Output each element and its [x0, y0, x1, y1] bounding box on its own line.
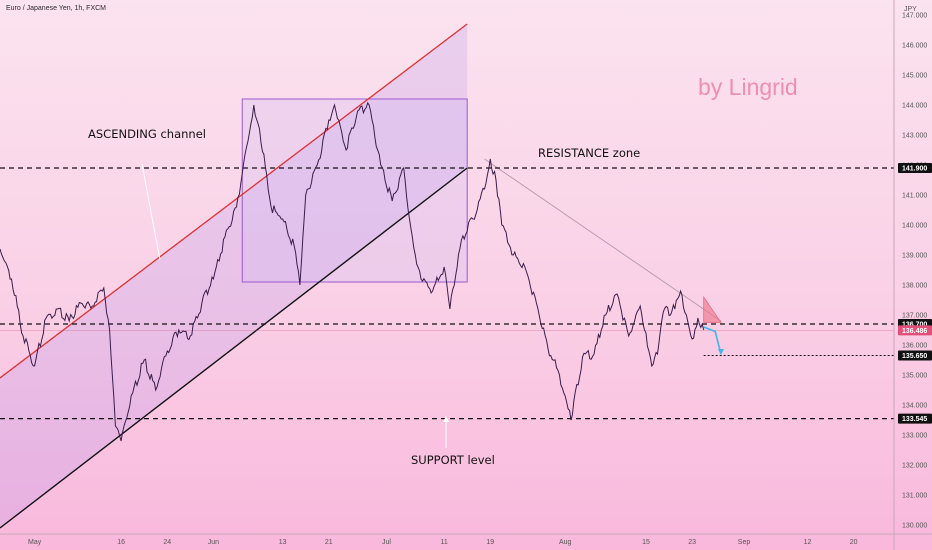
y-tick-label-11: 141.000 [902, 193, 927, 200]
channel-top-line [0, 23, 468, 379]
projection-path [703, 326, 722, 355]
pattern-triangle [703, 295, 722, 323]
x-tick-label-12: Sep [738, 539, 751, 546]
x-tick-label-6: Jul [382, 539, 391, 546]
y-tick-label-7: 137.000 [902, 313, 927, 320]
y-tick-label-17: 147.000 [902, 13, 927, 20]
price-badge-3 [898, 350, 932, 361]
y-tick-label-16: 146.000 [902, 43, 927, 50]
brand-watermark: by Lingrid [698, 74, 798, 100]
y-tick-label-14: 144.000 [902, 103, 927, 110]
price-series [0, 101, 705, 442]
x-tick-label-3: Jun [208, 539, 219, 546]
y-tick-label-9: 139.000 [902, 253, 927, 260]
y-tick-label-0: 130.000 [902, 523, 927, 530]
annotation-ascending-channel: ASCENDING channel [88, 127, 206, 141]
x-tick-label-1: 16 [117, 539, 125, 546]
ascending-pointer [141, 163, 161, 261]
consolidation-box [241, 98, 468, 283]
x-tick-label-9: Aug [559, 539, 572, 546]
projection-arrow-icon [717, 349, 724, 355]
x-tick-label-8: 19 [486, 539, 494, 546]
price-badge-label-0: 141.900 [902, 166, 927, 173]
y-tick-label-8: 138.000 [902, 283, 927, 290]
price-badge-label-2: 136.486 [902, 328, 927, 335]
y-tick-label-4: 134.000 [902, 403, 927, 410]
x-tick-label-0: May [28, 539, 42, 546]
x-tick-label-13: 12 [804, 539, 812, 546]
price-badge-label-1: 136.700 [902, 322, 927, 329]
chart-title: Euro / Japanese Yen, 1h, FXCM [6, 5, 107, 12]
y-tick-label-5: 135.000 [902, 373, 927, 380]
x-tick-label-11: 23 [688, 539, 696, 546]
y-tick-label-10: 140.000 [902, 223, 927, 230]
y-tick-label-6: 136.000 [902, 343, 927, 350]
price-badge-2 [898, 325, 932, 336]
y-axis-label: JPY [904, 6, 917, 13]
y-tick-label-3: 133.000 [902, 433, 927, 440]
price-badge-label-4: 133.545 [902, 416, 927, 423]
x-tick-label-14: 20 [850, 539, 858, 546]
price-badge-0 [898, 163, 932, 173]
price-badge-4 [898, 413, 932, 424]
x-tick-label-4: 13 [279, 539, 287, 546]
y-tick-label-13: 143.000 [902, 133, 927, 140]
y-tick-label-2: 132.000 [902, 463, 927, 470]
annotation-resistance-zone: RESISTANCE zone [538, 146, 641, 160]
x-tick-label-2: 24 [163, 539, 171, 546]
x-tick-label-7: 11 [440, 539, 447, 546]
price-badge-label-3: 135.650 [902, 353, 927, 360]
descending-trendline [484, 158, 722, 322]
y-tick-label-1: 131.000 [902, 493, 927, 500]
annotation-support-level: SUPPORT level [411, 453, 495, 467]
channel-bottom-line [0, 167, 468, 529]
support-arrow-icon [443, 416, 449, 422]
x-tick-label-5: 21 [325, 539, 333, 546]
x-tick-label-10: 15 [642, 539, 650, 546]
channel-fill [0, 24, 468, 528]
y-tick-label-15: 145.000 [902, 73, 927, 80]
